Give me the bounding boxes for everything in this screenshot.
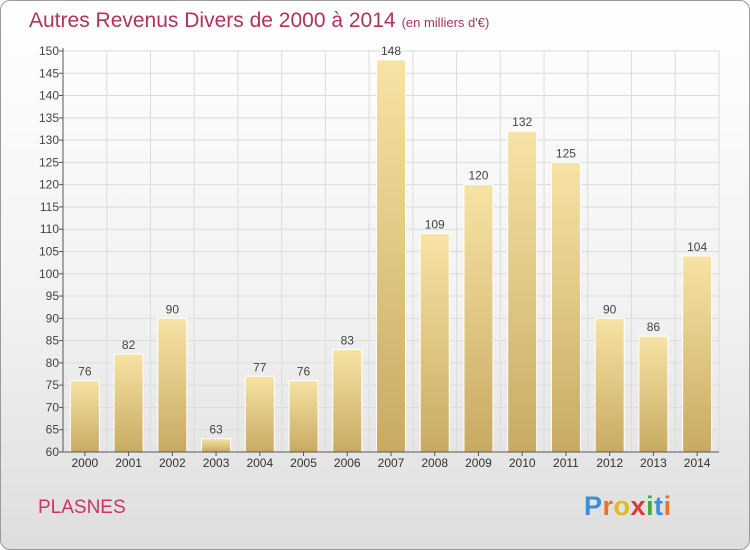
- x-tick-label-2002: 2002: [159, 456, 186, 470]
- x-tick-label-2013: 2013: [640, 456, 667, 470]
- data-label-2006: 83: [341, 334, 355, 348]
- y-tick-label: 90: [46, 311, 60, 325]
- y-tick-label: 135: [39, 111, 59, 125]
- x-tick-label-2003: 2003: [203, 456, 230, 470]
- logo-letter: P: [584, 491, 603, 521]
- x-tick-label-2009: 2009: [465, 456, 492, 470]
- x-tick-label-2000: 2000: [72, 456, 99, 470]
- bar-2011[interactable]: [550, 161, 581, 453]
- y-tick-label: 120: [39, 178, 59, 192]
- y-tick-label: 140: [39, 89, 59, 103]
- x-tick-label-2007: 2007: [378, 456, 405, 470]
- y-tick-label: 60: [46, 445, 60, 459]
- bar-2012[interactable]: [594, 317, 625, 453]
- chart-title: Autres Revenus Divers de 2000 à 2014 (en …: [29, 9, 489, 33]
- x-tick-label-2001: 2001: [115, 456, 142, 470]
- data-label-2012: 90: [603, 302, 617, 316]
- data-label-2004: 77: [253, 360, 267, 374]
- data-label-2001: 82: [122, 338, 136, 352]
- y-tick-label: 115: [40, 200, 59, 214]
- x-tick-label-2011: 2011: [553, 456, 579, 470]
- bar-2005[interactable]: [288, 380, 319, 453]
- bar-2008[interactable]: [419, 233, 450, 453]
- y-tick-label: 95: [46, 289, 60, 303]
- proxiti-logo[interactable]: Proxiti: [584, 491, 672, 522]
- bar-2009[interactable]: [463, 184, 494, 453]
- data-label-2014: 104: [687, 240, 707, 254]
- y-tick-label: 145: [39, 66, 59, 80]
- bar-2014[interactable]: [682, 255, 713, 453]
- data-label-2013: 86: [647, 320, 661, 334]
- logo-letter: t: [654, 491, 664, 521]
- data-label-2002: 90: [166, 302, 180, 316]
- place-name: PLASNES: [38, 497, 126, 518]
- bar-2010[interactable]: [507, 130, 538, 453]
- x-tick-label-2010: 2010: [509, 456, 536, 470]
- bar-2003[interactable]: [201, 438, 232, 453]
- data-label-2007: 148: [381, 44, 401, 58]
- x-tick-label-2014: 2014: [684, 456, 711, 470]
- logo-letter: i: [646, 491, 655, 521]
- data-label-2000: 76: [78, 365, 92, 379]
- logo-letter: x: [630, 491, 647, 521]
- data-label-2010: 132: [512, 115, 532, 129]
- y-tick-label: 105: [39, 245, 59, 259]
- bar-2007[interactable]: [376, 59, 406, 453]
- x-tick-label-2012: 2012: [596, 456, 623, 470]
- title-text: Autres Revenus Divers de 2000 à 2014: [29, 9, 396, 32]
- y-tick-label: 110: [40, 222, 59, 236]
- y-tick-label: 75: [46, 378, 60, 392]
- y-tick-label: 65: [46, 423, 60, 437]
- logo-letter: o: [613, 491, 631, 521]
- y-tick-label: 125: [39, 155, 59, 169]
- y-tick-label: 80: [46, 356, 60, 370]
- bar-2002[interactable]: [157, 317, 188, 453]
- bar-2001[interactable]: [113, 353, 144, 453]
- bar-2013[interactable]: [638, 335, 669, 453]
- data-label-2005: 76: [297, 365, 311, 379]
- y-tick-label: 130: [39, 133, 59, 147]
- bar-2000[interactable]: [69, 380, 100, 453]
- y-tick-label: 100: [39, 267, 59, 281]
- x-tick-label-2006: 2006: [334, 456, 361, 470]
- logo-letter: r: [602, 491, 614, 521]
- bar-2006[interactable]: [332, 349, 363, 453]
- y-tick-label: 85: [46, 334, 60, 348]
- x-tick-label-2004: 2004: [246, 456, 273, 470]
- data-label-2009: 120: [468, 169, 488, 183]
- data-label-2003: 63: [209, 423, 223, 437]
- title-unit: (en milliers d'€): [401, 15, 490, 30]
- y-tick-label: 150: [39, 44, 59, 58]
- data-label-2008: 109: [425, 218, 445, 232]
- bar-2004[interactable]: [244, 375, 275, 453]
- data-label-2011: 125: [556, 146, 576, 160]
- x-tick-label-2008: 2008: [421, 456, 448, 470]
- x-tick-label-2005: 2005: [290, 456, 317, 470]
- logo-letter: i: [663, 491, 672, 521]
- y-tick-label: 70: [46, 400, 60, 414]
